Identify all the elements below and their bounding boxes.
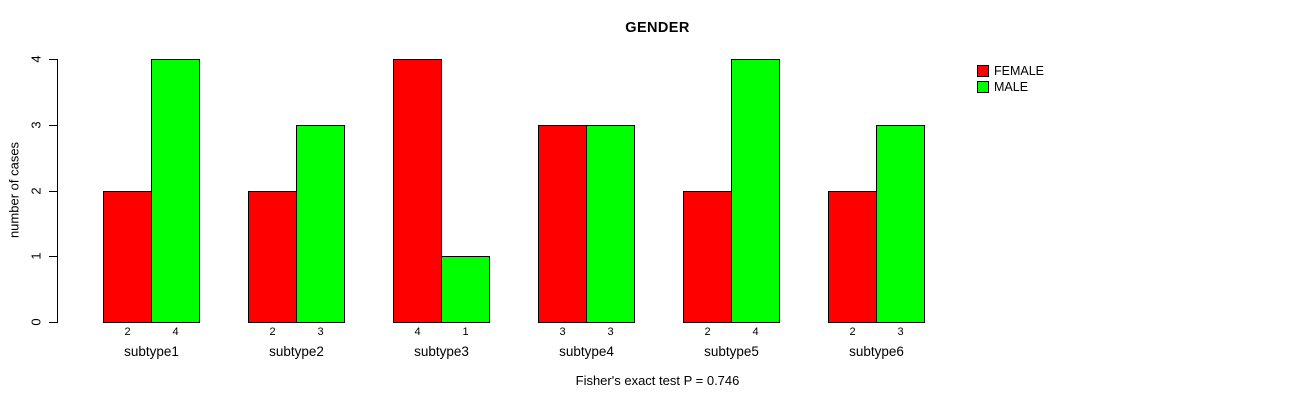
- bar-count-label: 3: [607, 326, 614, 338]
- bar-female: [538, 124, 587, 323]
- y-axis-label: number of cases: [6, 141, 22, 239]
- y-tick-label: 4: [28, 55, 44, 63]
- chart-title: GENDER: [625, 20, 690, 36]
- y-axis-line: [57, 59, 58, 323]
- bar-male: [296, 124, 345, 323]
- legend-item-male: MALE: [977, 80, 1044, 94]
- y-tick: [49, 322, 57, 323]
- legend-swatch-female: [977, 65, 989, 77]
- bar-male: [731, 59, 780, 323]
- bar-count-label: 2: [269, 326, 276, 338]
- bar-count-label: 4: [414, 326, 421, 338]
- y-tick-label: 2: [28, 186, 44, 195]
- bar-count-label: 1: [462, 326, 469, 338]
- category-label: subtype6: [849, 344, 904, 359]
- bar-male: [441, 256, 490, 323]
- legend-swatch-male: [977, 81, 989, 93]
- y-tick: [49, 59, 57, 60]
- category-label: subtype5: [704, 344, 759, 359]
- legend-label: MALE: [994, 80, 1029, 94]
- bar-male: [876, 124, 925, 323]
- legend-item-female: FEMALE: [977, 64, 1044, 78]
- category-label: subtype3: [414, 344, 469, 359]
- category-label: subtype1: [124, 344, 179, 359]
- bar-male: [151, 59, 200, 323]
- y-tick: [49, 124, 57, 126]
- bar-female: [393, 59, 442, 323]
- bar-female: [248, 190, 297, 323]
- bar-count-label: 2: [849, 326, 856, 338]
- y-tick-label: 0: [28, 318, 44, 326]
- bar-male: [586, 124, 635, 323]
- legend: FEMALE MALE: [977, 64, 1044, 96]
- bar-count-label: 4: [172, 326, 179, 338]
- bar-count-label: 2: [124, 326, 131, 338]
- footnote-fishers-test: Fisher's exact test P = 0.746: [575, 373, 740, 388]
- bar-female: [828, 190, 877, 323]
- y-tick: [49, 190, 57, 192]
- y-tick: [49, 256, 57, 258]
- y-tick-label: 3: [28, 121, 44, 129]
- bar-count-label: 3: [897, 326, 904, 338]
- bar-count-label: 4: [752, 326, 759, 338]
- bar-count-label: 2: [704, 326, 711, 338]
- bar-count-label: 3: [317, 326, 324, 338]
- bar-count-label: 3: [559, 326, 566, 338]
- category-label: subtype4: [559, 344, 614, 359]
- category-label: subtype2: [269, 344, 324, 359]
- y-tick-label: 1: [28, 252, 44, 260]
- bar-female: [683, 190, 732, 323]
- legend-label: FEMALE: [994, 64, 1045, 78]
- bar-female: [103, 190, 152, 323]
